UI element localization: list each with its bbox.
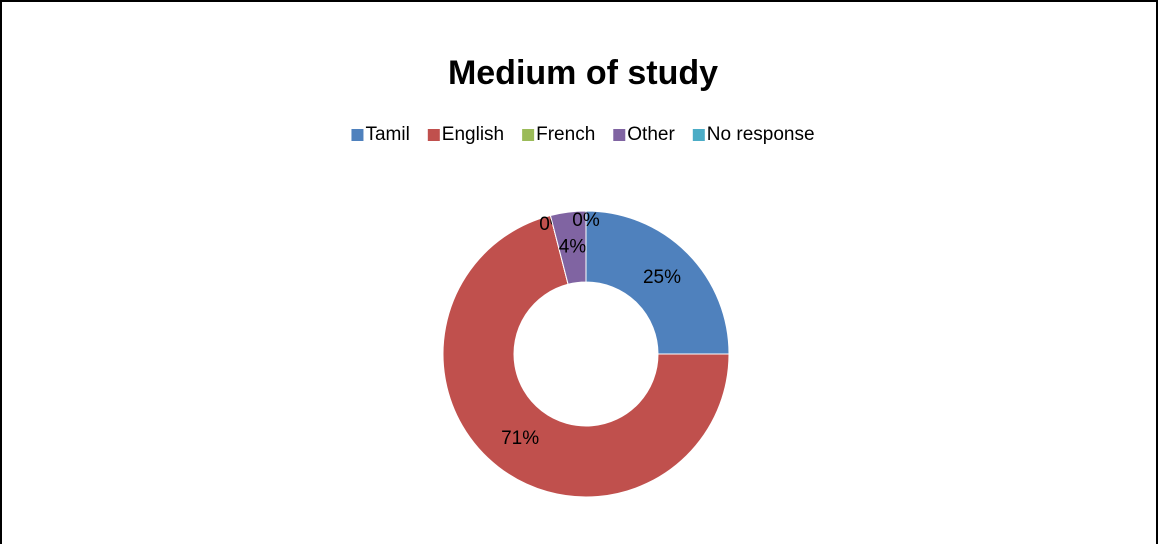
legend-label: Other (627, 124, 675, 145)
legend-label: Tamil (365, 124, 409, 145)
data-label: 71% (501, 428, 539, 449)
legend-label: No response (707, 124, 815, 145)
data-label: 0% (572, 210, 600, 231)
legend-swatch (427, 129, 440, 141)
legend-swatch (522, 129, 535, 141)
chart-title: Medium of study (448, 54, 718, 92)
legend-swatch (351, 129, 364, 141)
legend-swatch (613, 129, 626, 141)
donut-segment (585, 210, 730, 355)
data-label: 4% (559, 236, 587, 257)
legend-label: French (536, 124, 595, 145)
donut-segment (442, 214, 730, 498)
legend-swatch (692, 129, 705, 141)
data-label: 25% (643, 267, 681, 288)
legend-label: English (442, 124, 504, 145)
